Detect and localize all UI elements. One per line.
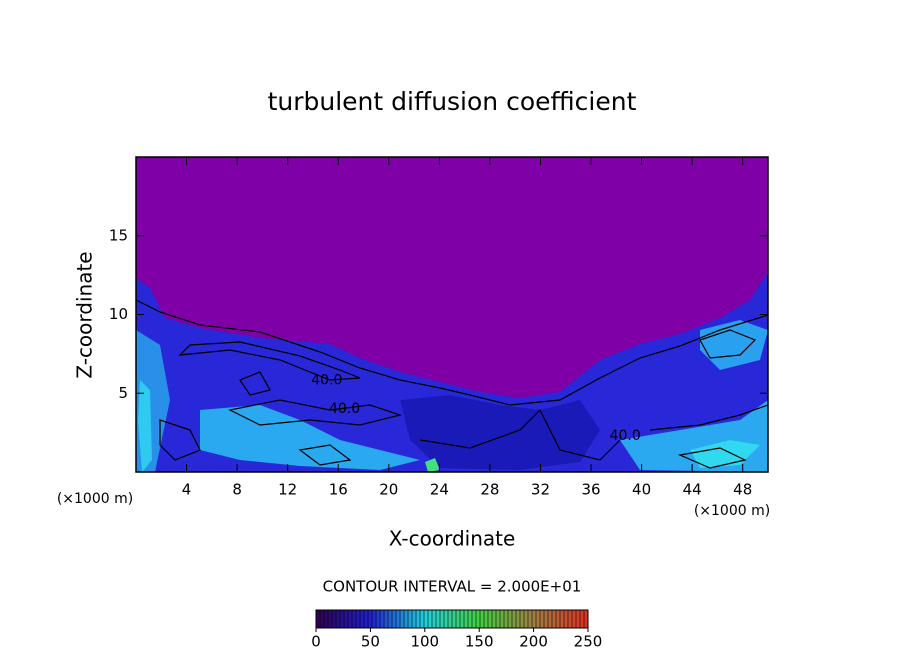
x-tick-label: 24 [430, 481, 449, 499]
x-tick-label: 44 [683, 481, 702, 499]
y-tick-label: 10 [109, 305, 128, 323]
y-tick-label: 15 [109, 226, 128, 244]
x-tick-label: 40 [632, 481, 651, 499]
colorbar-tick-label: 250 [574, 633, 603, 651]
colorbar-tick-label: 0 [311, 633, 321, 651]
colorbar-tick-label: 100 [410, 633, 439, 651]
x-tick-label: 8 [232, 481, 242, 499]
colorbar-tick-label: 150 [465, 633, 494, 651]
colorbar-stripes [319, 610, 585, 628]
x-tick-label: 20 [379, 481, 398, 499]
x-axis-label: X-coordinate [389, 527, 516, 551]
field [136, 157, 768, 472]
contour-interval: CONTOUR INTERVAL = 2.000E+01 [323, 578, 582, 596]
y-unit: (×1000 m) [57, 491, 133, 507]
x-tick-label: 32 [531, 481, 550, 499]
x-tick-label: 28 [480, 481, 499, 499]
colorbar-frame [315, 609, 589, 629]
x-tick-label: 48 [733, 481, 752, 499]
contour-label: 40.0 [610, 428, 641, 444]
colorbar-tick-label: 50 [361, 633, 380, 651]
contour-label: 40.0 [311, 373, 342, 389]
contour-label: 40.0 [329, 401, 360, 417]
x-tick-label: 16 [329, 481, 348, 499]
x-unit: (×1000 m) [694, 503, 770, 519]
x-tick-label: 12 [278, 481, 297, 499]
y-tick-label: 5 [118, 384, 128, 402]
x-tick-label: 4 [182, 481, 192, 499]
colorbar-tick-label: 200 [519, 633, 548, 651]
x-tick-label: 36 [581, 481, 600, 499]
chart-title: turbulent diffusion coefficient [268, 87, 637, 116]
y-axis-label: Z-coordinate [73, 251, 97, 378]
